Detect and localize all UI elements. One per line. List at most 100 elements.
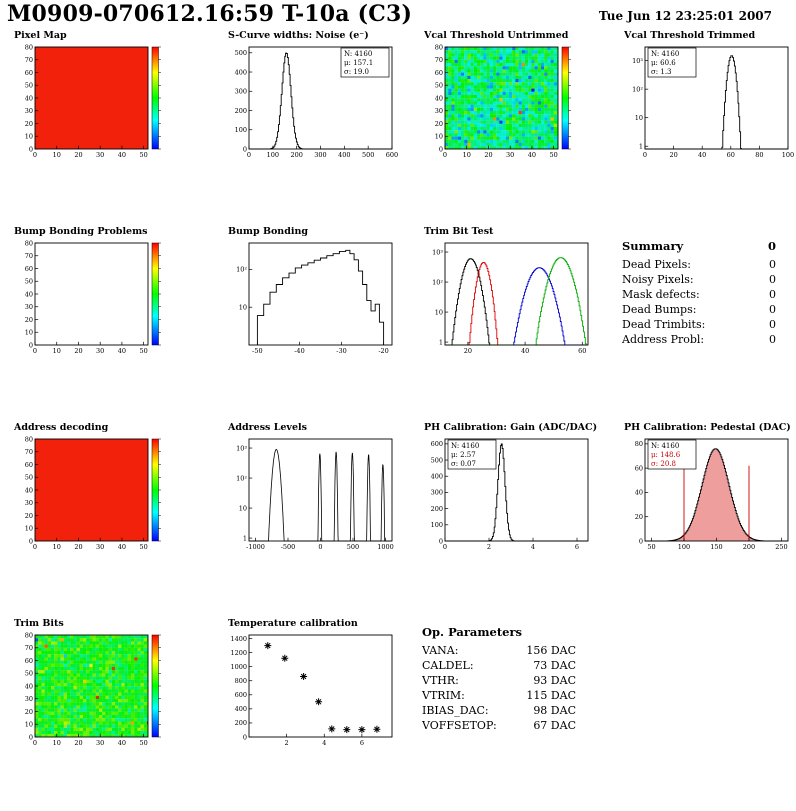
- svg-text:40: 40: [25, 94, 33, 102]
- svg-text:70: 70: [25, 448, 33, 456]
- svg-text:400: 400: [431, 473, 443, 481]
- svg-text:400: 400: [338, 151, 350, 159]
- svg-text:1: 1: [243, 534, 247, 542]
- svg-text:200: 200: [431, 505, 443, 513]
- svg-text:300: 300: [431, 489, 443, 497]
- address-levels-chart: -1000 -500 0 500 1000 1 10 10² 10³: [236, 438, 394, 551]
- svg-text:70: 70: [435, 56, 443, 64]
- svg-text:60: 60: [435, 69, 443, 77]
- op-parameter-value: 93 DAC: [533, 674, 576, 687]
- svg-text:300: 300: [314, 151, 326, 159]
- panel-bump-bonding: Bump Bonding -50 -40 -30 -20 10 10²: [222, 223, 418, 419]
- svg-text:10: 10: [25, 525, 33, 533]
- panel-ph-gain: PH Calibration: Gain (ADC/DAC) 0 2 4 6 0 100 2…: [418, 419, 618, 615]
- panel-vcal-trimmed: Vcal Threshold Trimmed 0 20 40 60 80 100 1 10 10…: [618, 27, 796, 223]
- svg-text:60: 60: [25, 461, 33, 469]
- op-parameter-row: IBIAS_DAC: 98 DAC: [422, 703, 576, 718]
- svg-text:40: 40: [435, 94, 443, 102]
- svg-text:1000: 1000: [377, 543, 394, 551]
- panel-title: PH Calibration: Pedestal (DAC): [624, 422, 791, 433]
- svg-text:2: 2: [285, 739, 289, 747]
- svg-text:50: 50: [550, 151, 558, 159]
- svg-text:40: 40: [521, 347, 529, 355]
- panel-temperature-calibration: Temperature calibration 2 4 6 0 200 400 600 800…: [222, 615, 418, 811]
- svg-text:1200: 1200: [230, 649, 247, 657]
- svg-text:30: 30: [96, 347, 104, 355]
- svg-text:60: 60: [578, 347, 586, 355]
- panel-vcal-untrimmed: Vcal Threshold Untrimmed 0 10 20 30 40 50 0 10 2…: [418, 27, 618, 223]
- summary-row: Address Probl: 0: [622, 332, 776, 347]
- svg-text:10: 10: [435, 308, 443, 316]
- svg-text:10: 10: [435, 133, 443, 141]
- svg-text:10: 10: [25, 721, 33, 729]
- svg-text:0: 0: [29, 733, 33, 741]
- svg-text:20: 20: [435, 120, 443, 128]
- svg-text:σ: 0.07: σ: 0.07: [451, 460, 476, 468]
- svg-text:1400: 1400: [230, 635, 247, 643]
- svg-text:100: 100: [267, 151, 279, 159]
- svg-text:0: 0: [247, 151, 251, 159]
- svg-text:10: 10: [53, 347, 61, 355]
- summary-value: 0: [769, 288, 776, 301]
- svg-text:500: 500: [431, 456, 443, 464]
- timestamp: Tue Jun 12 23:25:01 2007: [598, 9, 772, 23]
- summary-label: Dead Bumps:: [622, 303, 697, 316]
- svg-text:100: 100: [782, 151, 794, 159]
- svg-text:50: 50: [25, 670, 33, 678]
- op-parameter-value: 73 DAC: [533, 659, 576, 672]
- svg-text:1000: 1000: [230, 663, 247, 671]
- svg-text:-500: -500: [281, 543, 296, 551]
- svg-text:60: 60: [635, 464, 643, 472]
- svg-text:0: 0: [243, 145, 247, 153]
- panel-op-parameters: Op. Parameters VANA: 156 DAC CALDEL: 73 …: [418, 615, 582, 811]
- svg-text:70: 70: [25, 644, 33, 652]
- panel-scurve-noise: S-Curve widths: Noise (e⁻) 0 100 200 300 400…: [222, 27, 418, 223]
- svg-text:20: 20: [464, 347, 472, 355]
- svg-text:60: 60: [25, 69, 33, 77]
- panel-title: Vcal Threshold Trimmed: [624, 30, 756, 41]
- svg-text:800: 800: [235, 677, 247, 685]
- op-parameter-value: 115 DAC: [526, 689, 576, 702]
- svg-text:150: 150: [710, 543, 722, 551]
- svg-text:μ: 60.6: μ: 60.6: [651, 59, 676, 67]
- svg-text:0: 0: [439, 537, 443, 545]
- svg-text:60: 60: [25, 265, 33, 273]
- svg-text:-40: -40: [294, 347, 304, 355]
- svg-text:0: 0: [643, 151, 647, 159]
- summary-value: 0: [769, 273, 776, 286]
- summary-label: Noisy Pixels:: [622, 273, 694, 286]
- svg-text:50: 50: [140, 347, 148, 355]
- svg-text:400: 400: [235, 705, 247, 713]
- svg-text:100: 100: [235, 126, 247, 134]
- summary-label: Dead Trimbits:: [622, 318, 706, 331]
- address-decoding-chart: 0 10 20 30 40 50 0 10 20 30 40 50 60 70 80: [25, 435, 161, 551]
- svg-text:600: 600: [431, 440, 443, 448]
- svg-text:σ: 19.0: σ: 19.0: [344, 68, 369, 76]
- panel-ph-pedestal: PH Calibration: Pedestal (DAC) 50 100 150 2…: [618, 419, 796, 615]
- panel-title: PH Calibration: Gain (ADC/DAC): [424, 422, 598, 433]
- scurve-noise-chart: 0 100 200 300 400 500 600 0 100 200 300 400 500 N: 41…: [235, 46, 398, 159]
- svg-text:N: 4160: N: 4160: [651, 50, 679, 58]
- op-parameter-value: 67 DAC: [533, 719, 576, 732]
- op-parameter-label: VANA:: [422, 644, 459, 657]
- op-parameter-value: 156 DAC: [526, 644, 576, 657]
- svg-text:200: 200: [235, 107, 247, 115]
- svg-text:N: 4160: N: 4160: [344, 50, 372, 58]
- svg-text:500: 500: [347, 543, 359, 551]
- summary-row: Noisy Pixels: 0: [622, 272, 776, 287]
- svg-text:0: 0: [443, 151, 447, 159]
- op-parameter-label: VTRIM:: [422, 689, 465, 702]
- summary-row: Mask defects: 0: [622, 287, 776, 302]
- pixel-map-chart: 0 10 20 30 40 50 0 10 20 30 40 50 60 70 80: [25, 43, 161, 159]
- svg-text:0: 0: [33, 151, 37, 159]
- svg-text:10³: 10³: [236, 444, 247, 452]
- svg-text:0: 0: [318, 543, 322, 551]
- svg-text:10³: 10³: [432, 248, 443, 256]
- svg-text:20: 20: [25, 120, 33, 128]
- svg-text:30: 30: [25, 695, 33, 703]
- summary-label: Address Probl:: [622, 333, 705, 346]
- svg-text:50: 50: [140, 543, 148, 551]
- svg-text:20: 20: [635, 513, 643, 521]
- svg-text:10²: 10²: [432, 278, 443, 286]
